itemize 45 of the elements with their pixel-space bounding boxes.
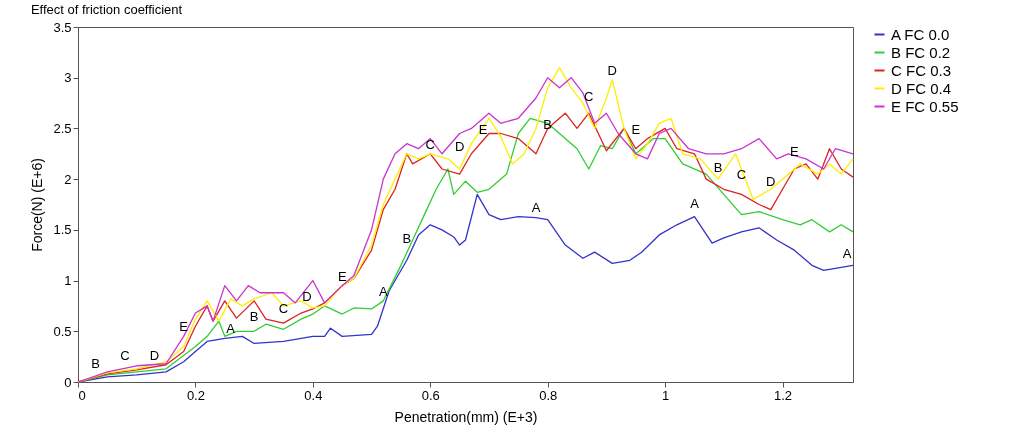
annotation: B: [249, 309, 259, 325]
annotation: E: [631, 121, 641, 137]
annotation: D: [766, 174, 776, 190]
chart-title: Effect of friction coefficient: [30, 2, 183, 17]
annotation: A: [226, 321, 236, 337]
y-tick-label: 1.5: [53, 222, 72, 238]
x-tick-label: 0.4: [304, 387, 323, 403]
annotation: D: [454, 138, 465, 154]
x-tick-label: 0.8: [539, 387, 558, 403]
y-tick-label: 2: [64, 171, 72, 187]
annotation: B: [713, 160, 723, 176]
legend-label: C FC 0.3: [891, 61, 952, 79]
x-tick-label: 1.2: [774, 387, 793, 403]
legend-label: E FC 0.55: [891, 97, 959, 115]
annotation: C: [278, 301, 289, 317]
annotation: E: [789, 143, 799, 159]
annotation: B: [91, 355, 100, 371]
annotation: A: [842, 246, 852, 262]
annotation: C: [120, 347, 130, 363]
y-tick-label: 3: [64, 70, 72, 86]
annotation: B: [402, 231, 412, 247]
x-tick-label: 0.6: [421, 387, 440, 403]
x-axis-title: Penetration(mm) (E+3): [394, 408, 538, 425]
annotation: C: [584, 89, 594, 105]
y-axis-title: Force(N) (E+6): [29, 158, 46, 252]
annotation: A: [531, 199, 541, 215]
annotation: C: [425, 136, 435, 152]
legend-label: A FC 0.0: [891, 25, 950, 43]
legend-label: D FC 0.4: [891, 79, 952, 97]
x-tick-label: 0.2: [186, 387, 205, 403]
y-tick-label: 0: [64, 374, 72, 390]
annotation: E: [337, 268, 347, 284]
y-tick-label: 1: [64, 273, 72, 289]
x-tick-label: 0: [78, 387, 86, 403]
y-tick-label: 3.5: [53, 19, 72, 35]
annotation: D: [302, 288, 312, 304]
annotation: A: [690, 195, 700, 211]
y-tick-label: 2.5: [53, 120, 72, 136]
annotation: A: [378, 283, 388, 299]
x-tick-label: 1: [662, 387, 670, 403]
y-tick-label: 0.5: [53, 323, 72, 339]
annotation: D: [149, 347, 160, 363]
annotation: D: [607, 62, 617, 78]
annotation: E: [179, 319, 189, 335]
legend-label: B FC 0.2: [891, 43, 951, 61]
